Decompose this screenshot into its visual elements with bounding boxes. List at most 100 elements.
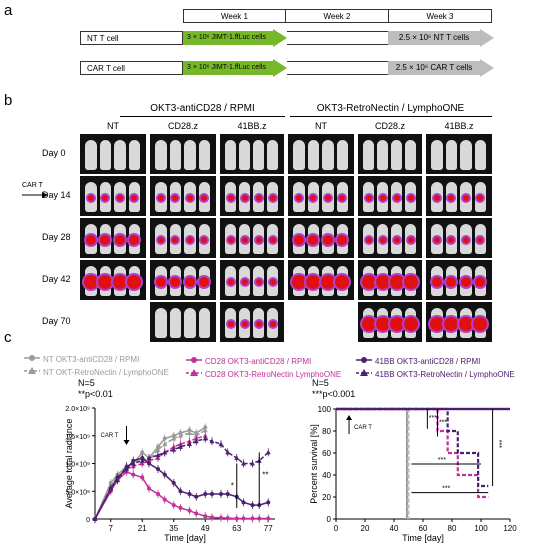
data-point bbox=[155, 452, 161, 458]
data-point bbox=[250, 503, 255, 508]
bli-image bbox=[288, 176, 354, 216]
data-point bbox=[187, 492, 192, 497]
n-label: N=5 bbox=[78, 378, 95, 388]
data-point bbox=[257, 516, 262, 521]
bli-image bbox=[220, 134, 284, 174]
car-t-marker-label: CAR T bbox=[22, 182, 43, 189]
column-heading-4: CD28.z bbox=[374, 121, 405, 131]
sig-mark: *** bbox=[429, 415, 437, 422]
data-point bbox=[155, 447, 161, 452]
bli-image bbox=[80, 260, 146, 300]
bli-image bbox=[80, 218, 146, 258]
x-tick-label: 120 bbox=[503, 524, 517, 533]
panel-label-c: c bbox=[4, 329, 12, 346]
bli-image bbox=[150, 176, 216, 216]
legend-label: NT OKT-RetroNectin / LymphoONE bbox=[43, 368, 169, 377]
data-point bbox=[219, 515, 223, 520]
data-point bbox=[178, 444, 183, 449]
y-tick-label: 40 bbox=[322, 471, 331, 480]
legend-item: 41BB OKT3-antiCD28 / RPMI bbox=[356, 351, 480, 369]
data-point bbox=[225, 492, 230, 497]
group-heading-2: OKT3-RetroNectin / LymphoONE bbox=[316, 103, 465, 114]
column-heading-1: CD28.z bbox=[167, 121, 198, 131]
x-tick-label: 100 bbox=[474, 524, 488, 533]
row-heading-3: Day 42 bbox=[42, 274, 71, 284]
x-tick-label: 49 bbox=[201, 524, 210, 533]
bli-image bbox=[358, 302, 422, 342]
data-point bbox=[218, 441, 224, 447]
group-line-1 bbox=[120, 116, 285, 117]
bli-image bbox=[358, 134, 422, 174]
row-heading-1: Day 14 bbox=[42, 190, 71, 200]
data-point bbox=[140, 475, 145, 480]
bli-image bbox=[220, 176, 284, 216]
injection-arrow-car bbox=[273, 59, 287, 77]
x-tick-label: 63 bbox=[232, 524, 241, 533]
legend-item: CD28 OKT3-antiCD28 / RPMI bbox=[186, 351, 311, 369]
treatment-arrow-nt bbox=[480, 29, 494, 47]
group-line-2 bbox=[290, 116, 492, 117]
x-tick-label: 0 bbox=[334, 524, 339, 533]
y-tick-label: 80 bbox=[322, 427, 331, 436]
car-t-arrowhead bbox=[346, 415, 353, 420]
sig-mark: ** bbox=[262, 470, 268, 479]
data-point bbox=[225, 516, 230, 521]
data-point bbox=[225, 449, 231, 455]
data-point bbox=[194, 511, 199, 516]
data-point bbox=[162, 497, 167, 502]
data-point bbox=[265, 449, 271, 455]
legend-label: 41BB OKT3-antiCD28 / RPMI bbox=[375, 357, 481, 366]
treatment-bar-car: 2.5 × 10⁶ CAR T cells bbox=[388, 61, 480, 75]
sig-mark: *** bbox=[439, 419, 447, 426]
data-point bbox=[187, 430, 192, 435]
series-line bbox=[94, 435, 206, 520]
p-label: ***p<0.001 bbox=[312, 389, 355, 399]
data-point bbox=[178, 489, 183, 494]
bli-image bbox=[80, 134, 146, 174]
x-tick-label: 77 bbox=[264, 524, 273, 533]
data-point bbox=[171, 447, 177, 452]
survival-line bbox=[336, 407, 489, 499]
data-point bbox=[147, 486, 151, 491]
series-line bbox=[94, 457, 269, 520]
data-point bbox=[140, 450, 145, 455]
y-tick-label: 2.0×10⁹ bbox=[65, 406, 90, 413]
injection-bar-car: 3 × 10⁶ JIMT-1.ffLuc cells bbox=[183, 61, 273, 75]
data-point bbox=[250, 461, 255, 466]
week-3-label: Week 3 bbox=[388, 9, 492, 23]
bli-image bbox=[426, 302, 492, 342]
data-point bbox=[234, 455, 240, 460]
car-t-arrowhead bbox=[123, 440, 130, 445]
column-heading-5: 41BB.z bbox=[444, 121, 474, 131]
data-point bbox=[171, 436, 177, 441]
data-point bbox=[202, 427, 208, 433]
legend-item: NT OKT3-antiCD28 / RPMI bbox=[24, 349, 139, 367]
data-point bbox=[219, 492, 223, 497]
sig-mark: *** bbox=[442, 485, 450, 492]
legend-item: 41BB OKT3-RetroNectin / LymphoONE bbox=[356, 364, 515, 382]
data-point bbox=[146, 455, 152, 460]
y-tick-label: 60 bbox=[322, 449, 331, 458]
n-label: N=5 bbox=[312, 378, 329, 388]
data-point bbox=[234, 516, 239, 521]
y-tick-label: 20 bbox=[322, 493, 331, 502]
data-point bbox=[202, 436, 208, 441]
data-point bbox=[115, 477, 120, 483]
data-point bbox=[266, 516, 271, 521]
data-point bbox=[210, 492, 214, 497]
y-tick-label: 0 bbox=[327, 515, 332, 524]
bli-image bbox=[220, 218, 284, 258]
row-name-car: CAR T cell bbox=[80, 61, 183, 75]
bli-image bbox=[288, 134, 354, 174]
bli-image bbox=[150, 260, 216, 300]
x-tick-label: 21 bbox=[138, 524, 147, 533]
legend-label: CD28 OKT3-antiCD28 / RPMI bbox=[205, 357, 312, 366]
y-axis-title: Percent survival [%] bbox=[309, 424, 319, 504]
data-point bbox=[187, 508, 192, 513]
y-tick-label: 1.0×10⁹ bbox=[65, 462, 90, 469]
x-tick-label: 35 bbox=[169, 524, 178, 533]
data-point bbox=[193, 438, 199, 444]
week-1-label: Week 1 bbox=[183, 9, 285, 23]
legend-swatch bbox=[24, 366, 40, 374]
